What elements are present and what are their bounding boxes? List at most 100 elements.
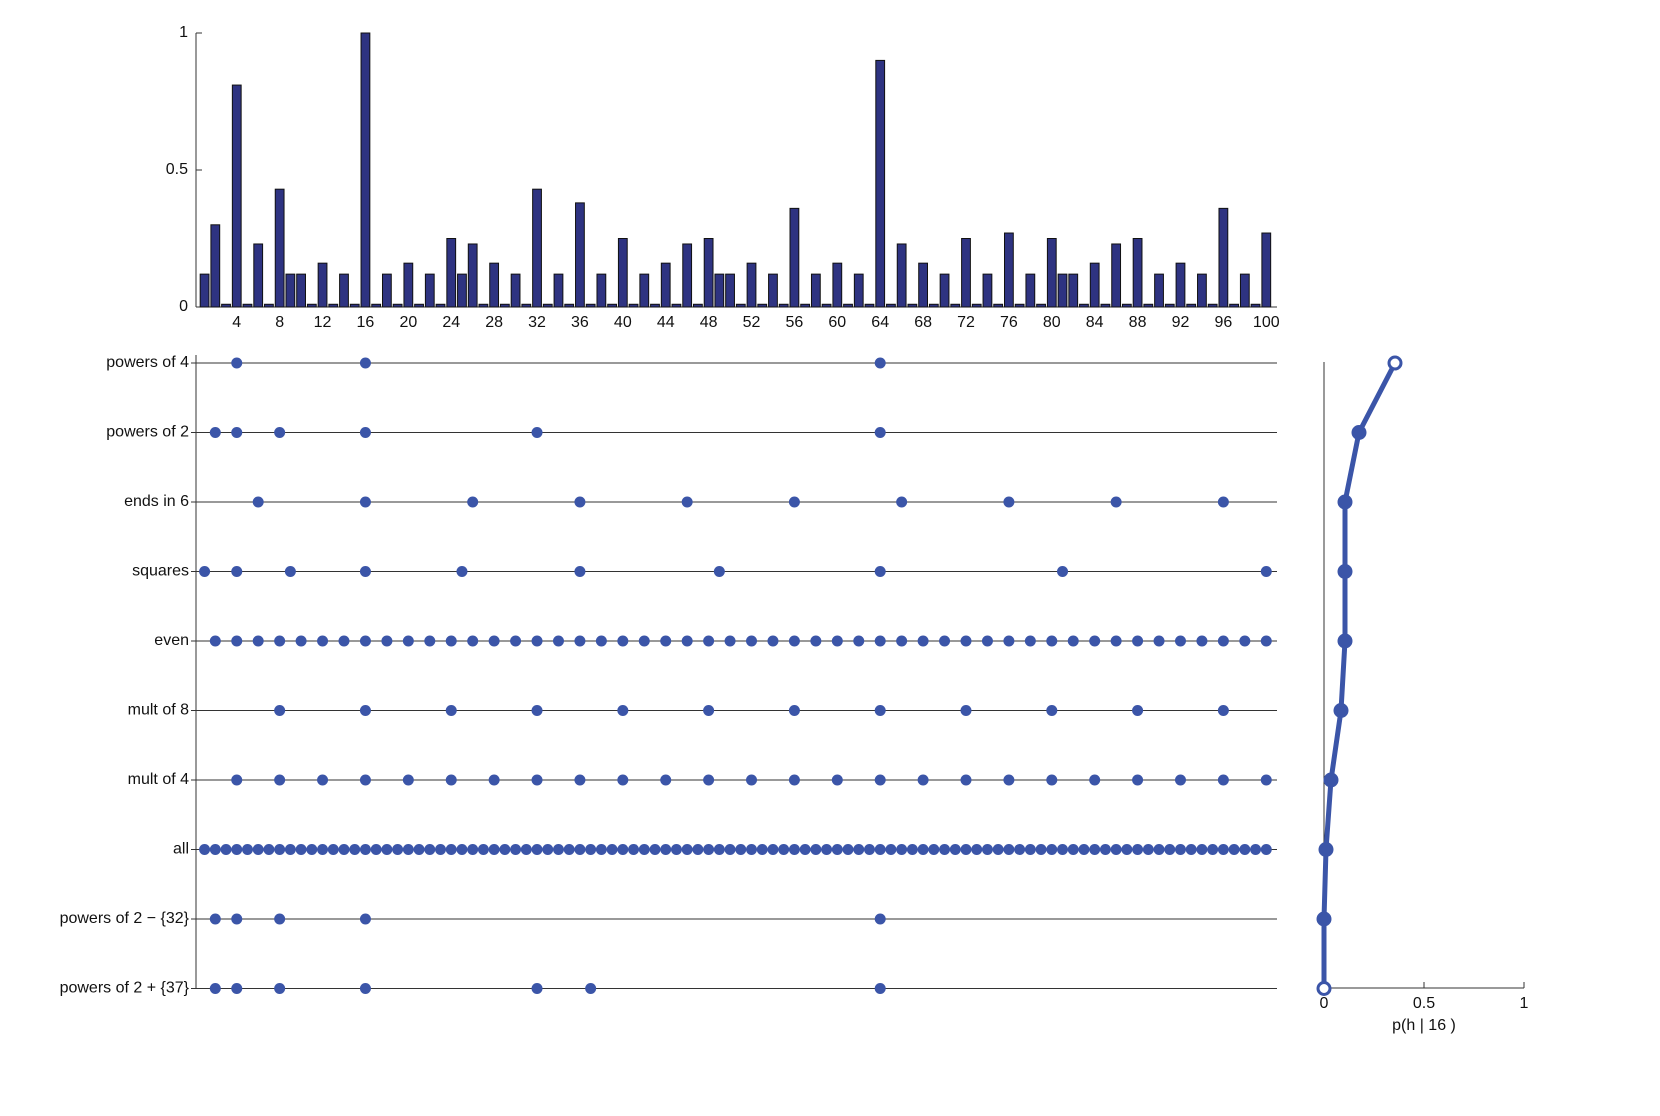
member-dot <box>767 635 779 647</box>
member-dot <box>939 635 951 647</box>
member-dot <box>896 844 908 855</box>
member-dot <box>585 844 597 855</box>
posterior-point <box>1316 981 1332 996</box>
member-dot <box>1132 635 1144 647</box>
member-dot <box>917 774 929 786</box>
member-dot <box>670 844 682 855</box>
member-dot <box>435 844 447 855</box>
x-tick-label: 32 <box>528 314 546 331</box>
member-dot <box>1260 635 1272 647</box>
member-dot <box>960 705 972 716</box>
member-dot <box>981 635 993 647</box>
member-dot <box>349 844 361 855</box>
member-dot <box>1089 635 1101 647</box>
x-tick-label: 76 <box>1000 314 1018 331</box>
member-dot <box>703 705 715 716</box>
hypothesis-label: mult of 4 <box>128 771 189 788</box>
member-dot <box>1132 774 1144 786</box>
member-dot <box>660 774 672 786</box>
bar <box>596 273 607 308</box>
bar <box>961 238 971 308</box>
member-dot <box>788 635 800 647</box>
x-tick-label: 44 <box>657 314 675 331</box>
member-dot <box>1260 774 1272 786</box>
member-dot <box>488 635 500 647</box>
bar <box>1057 273 1068 308</box>
bar <box>746 262 757 308</box>
bar <box>907 303 918 308</box>
member-dot <box>960 844 972 855</box>
member-dot <box>1250 844 1262 855</box>
bar <box>478 303 489 308</box>
member-dot <box>359 635 371 647</box>
member-dot <box>1217 496 1229 508</box>
bar <box>1046 238 1057 308</box>
member-dot <box>1046 774 1058 786</box>
member-dot <box>1089 844 1101 855</box>
posterior-point <box>1337 494 1353 510</box>
member-dot <box>1217 635 1229 647</box>
bar <box>349 303 360 308</box>
member-dot <box>231 844 243 855</box>
member-dot <box>359 844 371 855</box>
member-dot <box>681 496 693 508</box>
member-dot <box>199 844 211 855</box>
bar <box>199 273 210 308</box>
bar <box>778 303 789 308</box>
posterior-point <box>1316 911 1332 927</box>
member-dot <box>1174 844 1186 855</box>
y-tick-label: 0 <box>179 298 188 315</box>
bar <box>864 303 875 308</box>
member-dot <box>617 705 629 716</box>
bar <box>682 243 693 308</box>
member-dot <box>585 983 597 994</box>
member-dot <box>445 705 457 716</box>
bar <box>853 273 864 308</box>
member-dot <box>392 844 404 855</box>
bar <box>971 303 982 308</box>
bar <box>414 303 424 308</box>
bar <box>1121 303 1132 308</box>
member-dot <box>1185 844 1197 855</box>
member-dot <box>231 913 243 925</box>
member-dot <box>445 844 457 855</box>
member-dot <box>381 844 393 855</box>
x-tick-label: 40 <box>614 314 632 331</box>
bar <box>392 303 403 308</box>
member-dot <box>831 635 843 647</box>
member-dot <box>552 635 564 647</box>
member-dot <box>1239 844 1251 855</box>
x-tick-label: 8 <box>275 314 284 331</box>
member-dot <box>531 705 543 716</box>
bar <box>1132 238 1143 308</box>
member-dot <box>445 635 457 647</box>
member-dot <box>231 635 243 647</box>
member-dot <box>874 705 886 716</box>
member-dot <box>199 566 211 577</box>
member-dot <box>359 496 371 508</box>
member-dot <box>617 635 629 647</box>
member-dot <box>1132 705 1144 716</box>
bar <box>993 303 1004 308</box>
bar <box>714 273 725 308</box>
member-dot <box>981 844 993 855</box>
bar <box>660 262 671 308</box>
x-tick-label: 56 <box>786 314 804 331</box>
bar <box>1100 303 1111 308</box>
member-dot <box>284 844 296 855</box>
bar <box>435 303 446 308</box>
member-dot <box>788 496 800 508</box>
member-dot <box>928 844 940 855</box>
member-dot <box>488 844 500 855</box>
member-dot <box>628 844 640 855</box>
member-dot <box>263 844 275 855</box>
bar <box>457 273 467 308</box>
member-dot <box>874 357 886 369</box>
bar <box>1079 303 1089 308</box>
x-tick-label: 48 <box>700 314 718 331</box>
member-dot <box>778 844 790 855</box>
member-dot <box>874 983 886 994</box>
member-dot <box>359 566 371 577</box>
member-dot <box>1110 844 1122 855</box>
member-dot <box>231 357 243 369</box>
